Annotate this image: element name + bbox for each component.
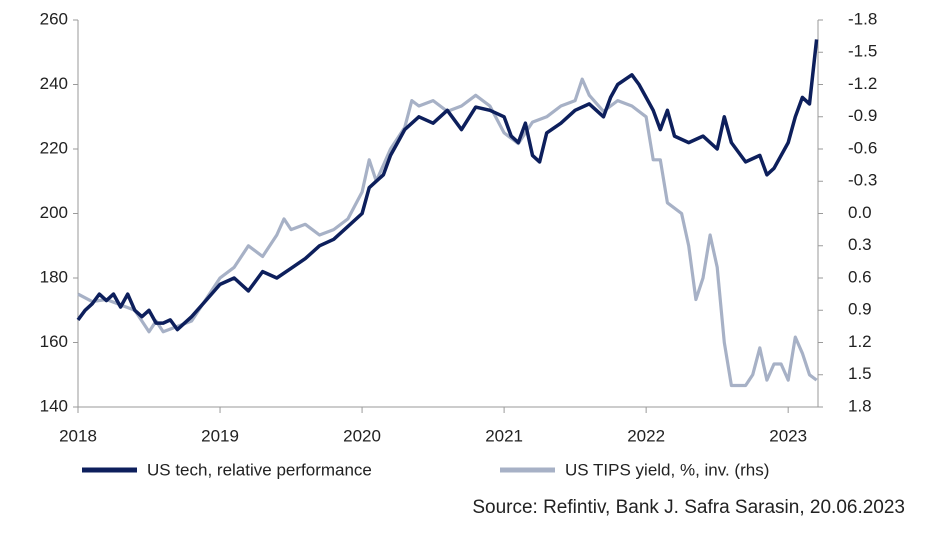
- y2-tick-label: 0.9: [848, 300, 872, 319]
- y2-tick-label: -0.3: [848, 171, 877, 190]
- y2-tick-label: 1.8: [848, 396, 872, 415]
- x-tick-label: 2018: [59, 426, 97, 445]
- x-tick-label: 2019: [201, 426, 239, 445]
- y2-tick-label: -1.2: [848, 74, 877, 93]
- y2-tick-label: -1.8: [848, 9, 877, 28]
- x-tick-label: 2020: [343, 426, 381, 445]
- x-tick-label: 2022: [627, 426, 665, 445]
- y-tick-label: 240: [40, 74, 68, 93]
- y-tick-label: 160: [40, 332, 68, 351]
- legend-label: US tech, relative performance: [147, 460, 372, 479]
- y2-tick-label: 1.5: [848, 364, 872, 383]
- legend-label: US TIPS yield, %, inv. (rhs): [565, 460, 769, 479]
- y-tick-label: 180: [40, 267, 68, 286]
- y2-tick-label: 0.0: [848, 203, 872, 222]
- y-tick-label: 140: [40, 396, 68, 415]
- series-line: [77, 77, 818, 388]
- series-line: [76, 39, 819, 332]
- y2-tick-label: -0.9: [848, 106, 877, 125]
- y-tick-label: 260: [40, 9, 68, 28]
- x-tick-label: 2023: [769, 426, 807, 445]
- y2-tick-label: -0.6: [848, 138, 877, 157]
- y-tick-label: 220: [40, 138, 68, 157]
- y2-tick-label: -1.5: [848, 42, 877, 61]
- y2-tick-label: 0.6: [848, 267, 872, 286]
- y2-tick-label: 1.2: [848, 332, 872, 351]
- y-tick-label: 200: [40, 203, 68, 222]
- source-note: Source: Refintiv, Bank J. Safra Sarasin,…: [472, 497, 905, 518]
- x-tick-label: 2021: [485, 426, 523, 445]
- y2-tick-label: 0.3: [848, 235, 872, 254]
